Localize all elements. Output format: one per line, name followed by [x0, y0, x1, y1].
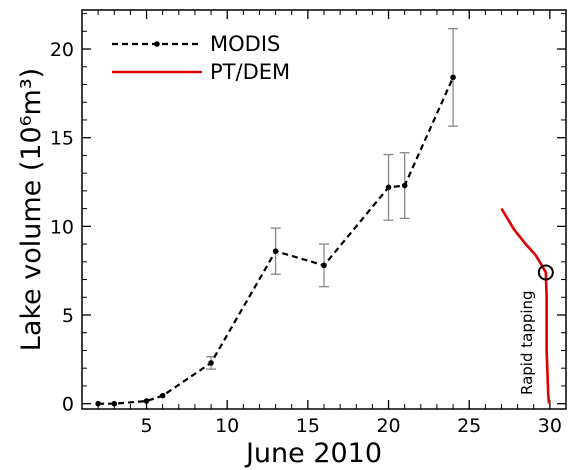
- legend-label-ptdem: PT/DEM: [210, 60, 290, 84]
- x-tick-label: 15: [296, 415, 320, 437]
- rapid-tapping-marker: [537, 264, 554, 281]
- modis-data-point: [95, 400, 101, 407]
- modis-data-point: [385, 184, 392, 191]
- modis-data-point: [111, 400, 118, 407]
- modis-data-point: [321, 262, 327, 269]
- plot-area: 5 10 15 20 25 30 0 5 10 15 20 Rapid tapping MODIS…: [50, 9, 567, 437]
- x-tick-label: 5: [140, 415, 152, 437]
- plot-frame: [81, 9, 567, 410]
- modis-data-point: [159, 392, 166, 399]
- y-tick-label: 20: [50, 39, 74, 61]
- y-axis-ticks: 0 5 10 15 20: [50, 13, 566, 416]
- modis-data-point: [401, 182, 408, 189]
- rapid-tapping-label: Rapid tapping: [518, 290, 536, 395]
- modis-data-point: [450, 74, 456, 81]
- legend-marker-modis: [154, 41, 160, 47]
- legend-label-modis: MODIS: [210, 32, 280, 56]
- x-tick-label: 30: [538, 415, 562, 437]
- legend: MODIS PT/DEM: [112, 32, 290, 84]
- x-tick-label: 25: [457, 415, 481, 437]
- annotation-layer: Rapid tapping: [518, 264, 554, 395]
- y-tick-label: 15: [50, 128, 74, 150]
- x-tick-label: 20: [376, 415, 400, 437]
- y-tick-label: 0: [62, 394, 74, 416]
- modis-data-point: [272, 248, 279, 254]
- x-axis-title: June 2010: [244, 438, 382, 469]
- y-tick-label: 5: [62, 305, 74, 327]
- modis-data-point: [208, 360, 214, 366]
- x-tick-label: 10: [215, 415, 239, 437]
- y-tick-label: 10: [50, 216, 74, 238]
- series-layer: [95, 27, 551, 407]
- ptdem-series-line: [500, 207, 551, 404]
- modis-data-point: [143, 398, 150, 404]
- y-axis-title: Lake volume (10⁶m³): [16, 68, 47, 351]
- x-axis-ticks: 5 10 15 20 25 30: [81, 10, 567, 437]
- modis-series-line: [98, 76, 455, 405]
